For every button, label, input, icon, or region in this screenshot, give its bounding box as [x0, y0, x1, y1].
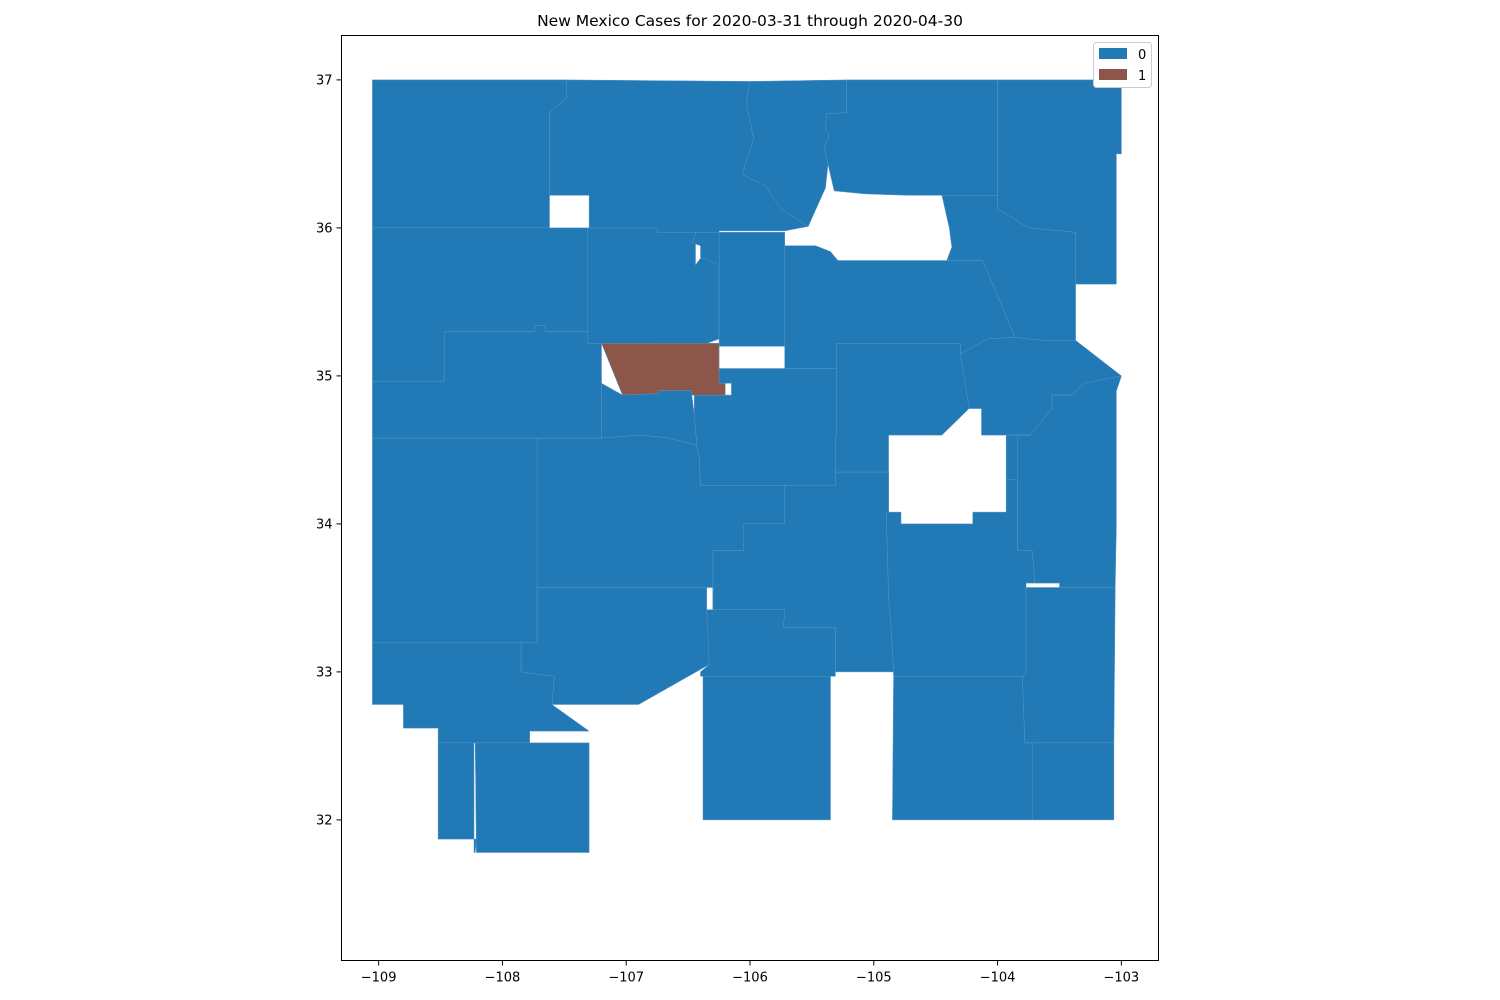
county-region-r01	[372, 79, 568, 229]
x-tick-label: −103	[1104, 971, 1140, 986]
county-region-r19	[892, 676, 1033, 821]
y-tick-label: 37	[316, 73, 333, 88]
y-tick-label: 34	[316, 517, 333, 532]
y-tick-label: 33	[316, 665, 333, 680]
legend-swatch-0	[1099, 48, 1127, 59]
county-region-r33	[702, 676, 831, 821]
x-tick-label: −105	[856, 971, 892, 986]
x-axis-ticks: −109 −108 −107 −106 −105 −104 −103	[361, 960, 1140, 986]
county-region-r20	[1024, 742, 1115, 821]
county-region-r04	[824, 79, 998, 196]
county-region-r18	[1022, 587, 1116, 744]
x-tick-label: −109	[361, 971, 397, 986]
county-regions	[372, 79, 1122, 853]
y-axis-ticks: 32 33 34 35 36 37	[316, 73, 342, 828]
chart-title: New Mexico Cases for 2020-03-31 through …	[537, 12, 963, 30]
y-tick-label: 36	[316, 221, 333, 236]
legend-label-0: 0	[1138, 48, 1146, 63]
legend-swatch-1	[1099, 69, 1127, 80]
county-region-r31	[437, 742, 477, 853]
county-region-r09	[718, 232, 785, 347]
y-tick-label: 35	[316, 369, 333, 384]
legend: 0 1	[1093, 42, 1152, 88]
x-tick-label: −108	[485, 971, 521, 986]
county-region-r29	[520, 587, 710, 705]
county-region-r23	[601, 343, 726, 396]
x-tick-label: −106	[732, 971, 768, 986]
county-region-r10	[691, 232, 720, 266]
x-tick-label: −104	[980, 971, 1016, 986]
county-region-r26	[372, 437, 538, 643]
county-region-r32	[474, 742, 590, 853]
x-tick-label: −107	[608, 971, 644, 986]
legend-label-1: 1	[1138, 69, 1146, 84]
y-tick-label: 32	[316, 813, 333, 828]
